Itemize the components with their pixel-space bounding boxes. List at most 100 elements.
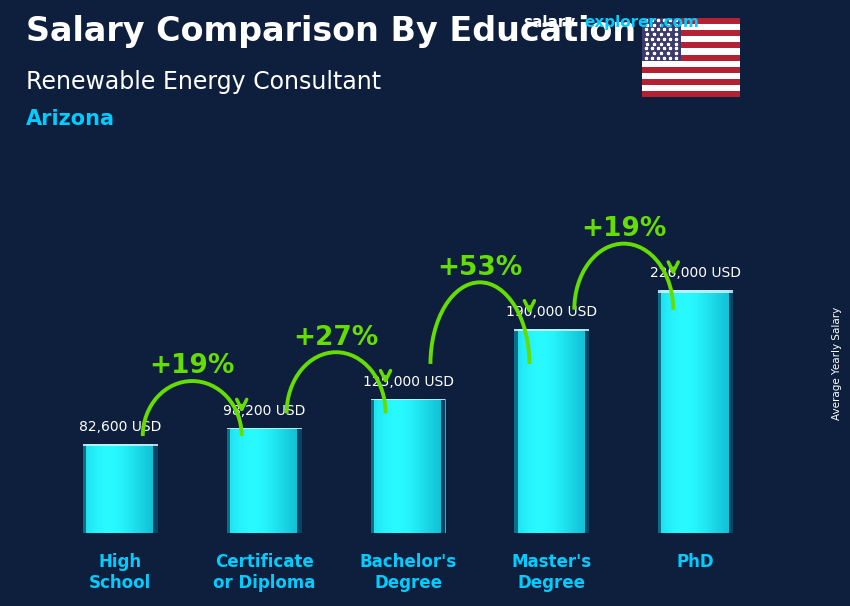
Bar [557,329,558,533]
Bar [298,428,299,533]
Bar [418,399,419,533]
Bar [135,444,137,533]
Bar [440,399,442,533]
Bar [239,428,241,533]
Bar [541,329,543,533]
Bar [682,290,683,533]
Bar [714,290,716,533]
Bar [712,290,713,533]
Bar [708,290,710,533]
Bar [729,290,731,533]
Bar [400,399,402,533]
Bar [411,399,413,533]
Bar [408,399,410,533]
Bar [373,399,375,533]
Bar [703,290,705,533]
Bar [232,428,233,533]
Bar [434,399,435,533]
Bar [241,428,243,533]
Bar [668,290,670,533]
Bar [441,399,445,533]
Bar [672,290,673,533]
Bar [429,399,431,533]
Bar [94,444,95,533]
Text: Renewable Energy Consultant: Renewable Energy Consultant [26,70,381,94]
Text: Master's
Degree: Master's Degree [512,553,592,592]
Bar [267,428,268,533]
Bar [673,290,675,533]
Bar [642,30,740,36]
Bar [728,290,729,533]
Bar [293,428,294,533]
Bar [544,329,546,533]
Bar [684,290,686,533]
Bar [583,329,585,533]
Bar [642,55,740,61]
Bar [514,329,589,331]
Bar [717,290,718,533]
Bar [426,399,427,533]
Bar [584,329,586,533]
Bar [413,399,415,533]
Bar [679,290,681,533]
Bar [660,290,661,533]
Bar [433,399,434,533]
Bar [662,290,663,533]
Bar [392,399,394,533]
Bar [244,428,246,533]
Bar [138,444,139,533]
Bar [235,428,237,533]
Bar [688,290,689,533]
Bar [371,399,374,533]
Bar [262,428,263,533]
Bar [256,428,257,533]
Bar [258,428,259,533]
Bar [376,399,377,533]
Bar [83,444,158,445]
Bar [254,428,256,533]
Bar [564,329,566,533]
Bar [108,444,110,533]
Bar [283,428,284,533]
Bar [116,444,118,533]
Bar [642,67,740,73]
Text: Average Yearly Salary: Average Yearly Salary [832,307,842,420]
Bar [547,329,548,533]
Text: PhD: PhD [677,553,715,571]
Bar [521,329,522,533]
Bar [294,428,296,533]
Bar [241,428,242,533]
Bar [299,428,300,533]
Bar [133,444,134,533]
Bar [227,428,228,533]
Bar [724,290,726,533]
Bar [533,329,535,533]
Bar [658,290,733,293]
Bar [702,290,703,533]
Bar [528,329,530,533]
Bar [524,329,526,533]
Bar [122,444,124,533]
Bar [92,444,93,533]
Bar [288,428,289,533]
Bar [414,399,416,533]
Bar [104,444,105,533]
Bar [585,329,589,533]
Bar [552,329,553,533]
Bar [374,399,376,533]
Bar [377,399,378,533]
Bar [642,85,740,91]
Bar [278,428,280,533]
Bar [286,428,288,533]
Bar [537,329,538,533]
Bar [642,48,740,55]
Bar [435,399,437,533]
Bar [387,399,388,533]
Bar [713,290,715,533]
Bar [122,444,123,533]
Bar [143,444,144,533]
Bar [260,428,262,533]
Bar [227,428,230,533]
Bar [149,444,150,533]
Bar [407,399,408,533]
